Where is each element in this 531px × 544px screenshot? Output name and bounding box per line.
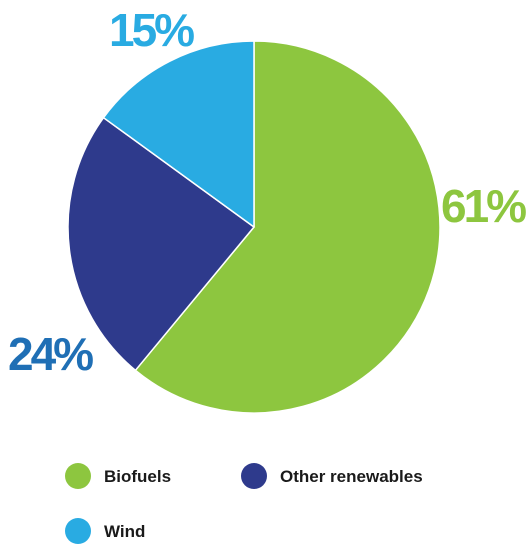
legend-label-other-renewables: Other renewables: [280, 467, 423, 486]
legend-label-wind: Wind: [104, 522, 145, 541]
legend-swatch-biofuels: [65, 463, 91, 489]
pie-slice-other-renewables: [67, 116, 255, 372]
slice-label-biofuels: 61%: [441, 180, 526, 232]
slice-label-wind: 15%: [109, 4, 194, 56]
pie-slice-biofuels: [134, 40, 441, 414]
legend-item-other-renewables: Other renewables: [241, 463, 423, 489]
slice-label-other-renewables: 24%: [8, 328, 93, 380]
legend-item-wind: Wind: [65, 518, 145, 544]
legend: Biofuels Other renewables Wind: [65, 463, 423, 544]
legend-label-biofuels: Biofuels: [104, 467, 171, 486]
pie-slice-wind: [102, 40, 255, 228]
pie-labels: 61% 24% 15%: [8, 4, 529, 380]
legend-item-biofuels: Biofuels: [65, 463, 171, 489]
legend-swatch-other-renewables: [241, 463, 267, 489]
pie-slices: [67, 40, 441, 414]
legend-swatch-wind: [65, 518, 91, 544]
